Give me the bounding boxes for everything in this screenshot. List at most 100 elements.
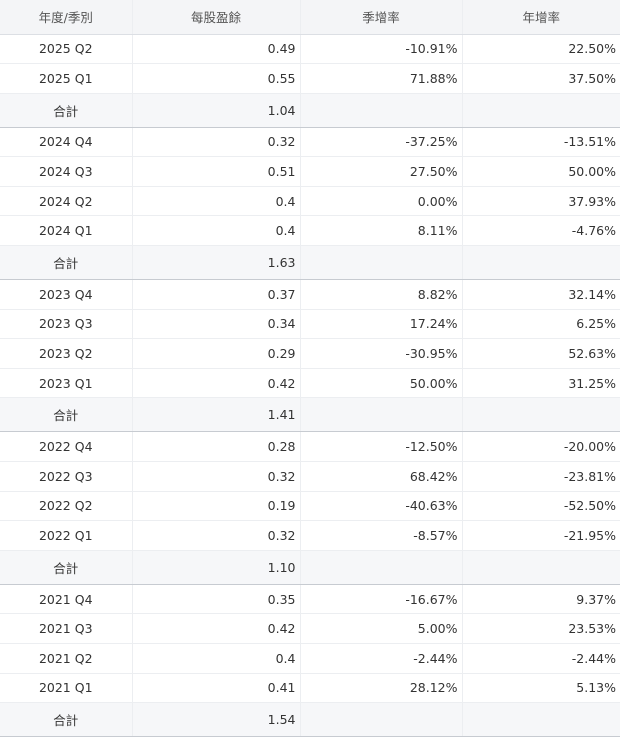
qoq-cell: 68.42% xyxy=(299,461,462,492)
subtotal-yoy-empty xyxy=(461,702,620,737)
period-cell: 2024 Q3 xyxy=(0,156,132,187)
yoy-cell: -2.44% xyxy=(461,643,620,674)
eps-cell: 0.32 xyxy=(131,461,300,492)
table-row: 2021 Q4 0.35 -16.67% 9.37% xyxy=(0,584,620,615)
table-row: 2021 Q1 0.41 28.12% 5.13% xyxy=(0,673,620,704)
eps-cell: 0.32 xyxy=(131,520,300,551)
period-cell: 2021 Q4 xyxy=(0,584,132,615)
period-cell: 2023 Q4 xyxy=(0,279,132,310)
subtotal-row: 合計 1.41 xyxy=(0,397,620,433)
subtotal-eps: 1.04 xyxy=(131,92,300,128)
yoy-cell: -52.50% xyxy=(461,491,620,522)
period-cell: 2024 Q4 xyxy=(0,127,132,158)
eps-cell: 0.29 xyxy=(131,338,300,369)
table-row: 2023 Q3 0.34 17.24% 6.25% xyxy=(0,309,620,340)
table-row: 2022 Q3 0.32 68.42% -23.81% xyxy=(0,461,620,492)
qoq-cell: 17.24% xyxy=(299,309,462,340)
subtotal-eps: 1.63 xyxy=(131,245,300,281)
eps-cell: 0.4 xyxy=(131,643,300,674)
period-cell: 2022 Q2 xyxy=(0,491,132,522)
period-cell: 2022 Q4 xyxy=(0,431,132,463)
qoq-cell: -10.91% xyxy=(299,34,462,65)
subtotal-label: 合計 xyxy=(0,549,132,585)
eps-cell: 0.28 xyxy=(131,431,300,463)
yoy-cell: -23.81% xyxy=(461,461,620,492)
table-body: 2025 Q2 0.49 -10.91% 22.50% 2025 Q1 0.55 71.88… xyxy=(0,34,620,737)
table-row: 2025 Q2 0.49 -10.91% 22.50% xyxy=(0,34,620,65)
period-cell: 2025 Q1 xyxy=(0,63,132,94)
qoq-cell: 71.88% xyxy=(299,63,462,94)
eps-cell: 0.19 xyxy=(131,491,300,522)
period-cell: 2023 Q2 xyxy=(0,338,132,369)
subtotal-eps: 1.10 xyxy=(131,549,300,585)
table-row: 2023 Q4 0.37 8.82% 32.14% xyxy=(0,279,620,310)
eps-cell: 0.51 xyxy=(131,156,300,187)
qoq-cell: 8.11% xyxy=(299,215,462,247)
yoy-cell: 6.25% xyxy=(461,309,620,340)
period-cell: 2024 Q1 xyxy=(0,215,132,247)
table-row: 2022 Q2 0.19 -40.63% -52.50% xyxy=(0,491,620,522)
eps-cell: 0.35 xyxy=(131,584,300,615)
period-cell: 2025 Q2 xyxy=(0,34,132,65)
qoq-cell: -40.63% xyxy=(299,491,462,522)
table-row: 2024 Q4 0.32 -37.25% -13.51% xyxy=(0,127,620,158)
subtotal-qoq-empty xyxy=(299,702,462,737)
period-cell: 2021 Q2 xyxy=(0,643,132,674)
yoy-cell: -20.00% xyxy=(461,431,620,463)
eps-cell: 0.55 xyxy=(131,63,300,94)
qoq-cell: -2.44% xyxy=(299,643,462,674)
period-cell: 2022 Q3 xyxy=(0,461,132,492)
qoq-cell: 27.50% xyxy=(299,156,462,187)
subtotal-qoq-empty xyxy=(299,549,462,585)
qoq-cell: 5.00% xyxy=(299,613,462,644)
yoy-cell: 37.93% xyxy=(461,186,620,217)
subtotal-label: 合計 xyxy=(0,702,132,737)
subtotal-yoy-empty xyxy=(461,549,620,585)
subtotal-label: 合計 xyxy=(0,245,132,281)
period-cell: 2024 Q2 xyxy=(0,186,132,217)
yoy-cell: 9.37% xyxy=(461,584,620,615)
subtotal-row: 合計 1.04 xyxy=(0,92,620,128)
yoy-cell: 22.50% xyxy=(461,34,620,65)
subtotal-label: 合計 xyxy=(0,397,132,433)
period-cell: 2022 Q1 xyxy=(0,520,132,551)
qoq-cell: 50.00% xyxy=(299,368,462,399)
yoy-cell: -13.51% xyxy=(461,127,620,158)
yoy-cell: 23.53% xyxy=(461,613,620,644)
subtotal-row: 合計 1.54 xyxy=(0,702,620,737)
period-cell: 2023 Q1 xyxy=(0,368,132,399)
table-row: 2024 Q1 0.4 8.11% -4.76% xyxy=(0,215,620,247)
yoy-cell: 50.00% xyxy=(461,156,620,187)
yoy-cell: 31.25% xyxy=(461,368,620,399)
subtotal-label: 合計 xyxy=(0,92,132,128)
table-row: 2024 Q2 0.4 0.00% 37.93% xyxy=(0,186,620,217)
subtotal-qoq-empty xyxy=(299,92,462,128)
subtotal-qoq-empty xyxy=(299,245,462,281)
yoy-cell: -4.76% xyxy=(461,215,620,247)
qoq-cell: -16.67% xyxy=(299,584,462,615)
eps-cell: 0.34 xyxy=(131,309,300,340)
yoy-cell: 32.14% xyxy=(461,279,620,310)
eps-cell: 0.41 xyxy=(131,673,300,704)
qoq-cell: -30.95% xyxy=(299,338,462,369)
table-header: 年度/季別 每股盈餘 季增率 年增率 xyxy=(0,0,620,35)
header-yoy: 年增率 xyxy=(461,0,620,35)
qoq-cell: 0.00% xyxy=(299,186,462,217)
header-row: 年度/季別 每股盈餘 季增率 年增率 xyxy=(0,0,620,35)
qoq-cell: -37.25% xyxy=(299,127,462,158)
yoy-cell: 5.13% xyxy=(461,673,620,704)
table-row: 2024 Q3 0.51 27.50% 50.00% xyxy=(0,156,620,187)
eps-cell: 0.32 xyxy=(131,127,300,158)
yoy-cell: 37.50% xyxy=(461,63,620,94)
table-row: 2021 Q3 0.42 5.00% 23.53% xyxy=(0,613,620,644)
subtotal-row: 合計 1.10 xyxy=(0,549,620,585)
subtotal-qoq-empty xyxy=(299,397,462,433)
header-period: 年度/季別 xyxy=(0,0,132,35)
period-cell: 2021 Q1 xyxy=(0,673,132,704)
period-cell: 2021 Q3 xyxy=(0,613,132,644)
eps-cell: 0.4 xyxy=(131,186,300,217)
subtotal-eps: 1.41 xyxy=(131,397,300,433)
subtotal-yoy-empty xyxy=(461,245,620,281)
qoq-cell: -8.57% xyxy=(299,520,462,551)
